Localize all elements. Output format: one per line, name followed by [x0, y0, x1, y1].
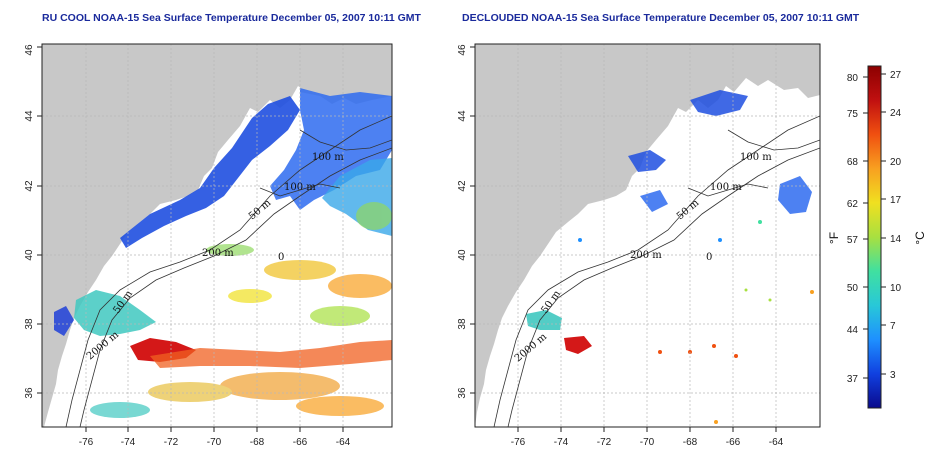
colorbar-f-label: 62 [847, 199, 859, 210]
left-land-maritimes [300, 44, 392, 104]
right-lon-tick: -64 [769, 437, 784, 448]
right-lat-tick: 42 [457, 180, 468, 192]
right-lat-tick: 46 [457, 44, 468, 56]
right-lon-axis [517, 427, 777, 432]
colorbar-c-label: 3 [890, 370, 896, 381]
right-lon-tick: -66 [726, 437, 741, 448]
right-label-200m: 200 m [630, 250, 662, 261]
right-lat-tick: 36 [457, 387, 468, 399]
temperature-colorbar: 80 75 68 62 57 50 44 37 27 24 20 17 14 1… [827, 65, 927, 409]
left-isobaths [65, 115, 392, 427]
left-lat-tick: 40 [24, 249, 35, 261]
left-lon-tick: -66 [293, 437, 308, 448]
colorbar-c-label: 10 [890, 283, 902, 294]
left-lon-tick: -68 [250, 437, 265, 448]
colorbar-celsius-unit: °C [913, 231, 927, 245]
left-lon-tick: -76 [79, 437, 94, 448]
left-lat-tick: 38 [24, 318, 35, 330]
colorbar-c-label: 20 [890, 157, 902, 168]
left-land [42, 44, 392, 427]
left-sst-coastal-blue [120, 96, 300, 248]
right-sst-maritimes [690, 90, 748, 116]
colorbar-f-label: 37 [847, 374, 859, 385]
right-lat-tick: 38 [457, 318, 468, 330]
left-lat-tick: 42 [24, 180, 35, 192]
right-lat-tick: 44 [457, 110, 468, 122]
right-lat-axis [470, 46, 475, 394]
right-sst-georges [640, 190, 668, 212]
right-label-100m-b: 100 m [710, 182, 742, 193]
colorbar-fahrenheit-unit: °F [827, 232, 841, 244]
left-sst-coast-fringe [54, 306, 74, 336]
left-lat-tick: 44 [24, 110, 35, 122]
right-lat-tick: 40 [457, 249, 468, 261]
left-label-100m-a: 100 m [312, 152, 344, 163]
right-lon-tick: -68 [683, 437, 698, 448]
colorbar-f-ticks [863, 76, 868, 379]
left-lon-tick: -74 [121, 437, 136, 448]
left-label-200m: 200 m [202, 248, 234, 259]
left-lat-tick: 46 [24, 44, 35, 56]
right-label-zero: 0 [706, 252, 712, 263]
colorbar-c-label: 27 [890, 70, 902, 81]
right-sst-bight [526, 310, 562, 330]
right-sst-shelf [778, 176, 812, 214]
colorbar-c-label: 17 [890, 195, 902, 206]
colorbar-c-label: 14 [890, 234, 902, 245]
right-label-100m-a: 100 m [740, 152, 772, 163]
right-isobaths [493, 115, 820, 427]
left-lon-tick: -72 [164, 437, 179, 448]
left-map-title: RU COOL NOAA-15 Sea Surface Temperature … [42, 12, 421, 24]
right-lon-tick: -76 [511, 437, 526, 448]
left-lat-axis [37, 46, 42, 394]
left-lon-tick: -70 [207, 437, 222, 448]
colorbar-f-label: 44 [847, 325, 859, 336]
left-label-100m-b: 100 m [284, 182, 316, 193]
colorbar-f-label: 50 [847, 283, 859, 294]
colorbar-f-label: 57 [847, 235, 859, 246]
left-lat-tick: 36 [24, 387, 35, 399]
left-map-frame [41, 43, 393, 428]
right-land [475, 44, 820, 427]
left-sst-map: 100 m 100 m 50 m 200 m 2000 m 50 m 0 -76… [24, 43, 393, 448]
left-lon-axis [85, 427, 344, 432]
right-lon-tick: -74 [554, 437, 569, 448]
right-sst-gulf-stream [564, 336, 592, 354]
right-lon-tick: -70 [640, 437, 655, 448]
colorbar-c-label: 24 [890, 108, 902, 119]
right-grid [475, 44, 820, 427]
colorbar-c-ticks [881, 73, 886, 375]
colorbar-f-label: 80 [847, 73, 859, 84]
left-label-zero: 0 [278, 252, 284, 263]
colorbar-c-label: 7 [890, 321, 896, 332]
right-sst-map: 100 m 100 m 50 m 200 m 2000 m 50 m 0 -76… [457, 43, 821, 448]
left-sst-offshore-patches [90, 202, 392, 418]
colorbar-f-label: 68 [847, 157, 859, 168]
left-lon-tick: -64 [336, 437, 351, 448]
left-sst-gulf-stream [150, 340, 392, 368]
right-map-title: DECLOUDED NOAA-15 Sea Surface Temperatur… [462, 12, 860, 24]
right-lon-tick: -72 [597, 437, 612, 448]
colorbar-f-label: 75 [847, 109, 859, 120]
colorbar-gradient [867, 65, 882, 409]
